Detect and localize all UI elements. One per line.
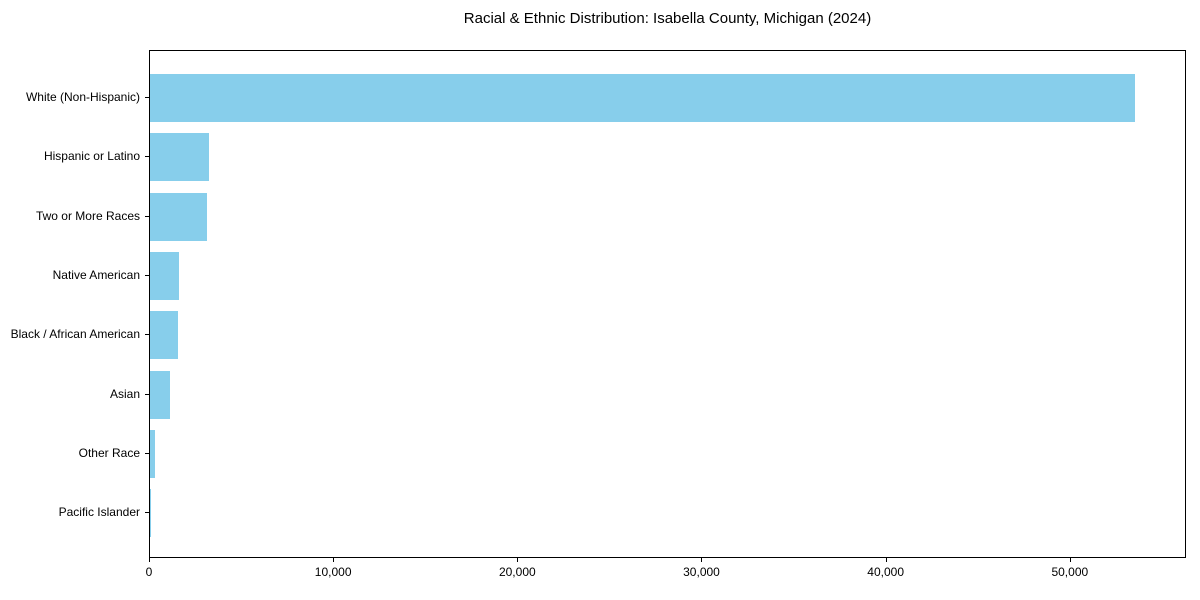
x-tick-mark	[1069, 558, 1071, 562]
x-tick-label: 30,000	[683, 565, 720, 579]
y-tick-label: Asian	[109, 386, 140, 401]
y-tick-label: Other Race	[78, 446, 140, 461]
x-tick-label: 20,000	[498, 565, 536, 579]
x-tick-mark	[333, 558, 335, 562]
y-tick-label: Hispanic or Latino	[43, 149, 140, 164]
x-tick-label: 0	[145, 565, 153, 579]
chart-title: Racial & Ethnic Distribution: Isabella C…	[463, 10, 872, 27]
y-tick-label: Two or More Races	[35, 208, 140, 223]
y-tick-mark	[145, 393, 149, 395]
y-tick-mark	[145, 156, 149, 158]
y-tick-mark	[145, 97, 149, 98]
bar	[150, 133, 209, 182]
x-tick-label: 40,000	[867, 565, 904, 579]
bar	[150, 430, 155, 479]
x-tick-label: 50,000	[1051, 565, 1089, 579]
y-tick-mark	[145, 275, 149, 277]
y-tick-label: Native American	[52, 268, 140, 283]
x-tick-mark	[701, 558, 703, 562]
y-tick-mark	[145, 215, 149, 217]
x-tick-mark	[885, 558, 887, 562]
bar	[150, 192, 208, 241]
bar	[150, 370, 171, 419]
x-tick-mark	[149, 558, 150, 562]
x-tick-label: 10,000	[314, 565, 352, 579]
y-tick-mark	[145, 334, 149, 336]
y-tick-mark	[145, 512, 149, 514]
bar	[150, 489, 151, 538]
y-tick-label: White (Non-Hispanic)	[25, 90, 140, 104]
y-tick-mark	[145, 453, 149, 455]
x-tick-mark	[517, 558, 519, 562]
y-tick-label: Black / African American	[10, 327, 140, 342]
plot-area	[149, 50, 1186, 558]
bar	[150, 252, 180, 301]
y-tick-label: Pacific Islander	[58, 505, 140, 520]
bar	[150, 311, 178, 360]
bar	[150, 74, 1136, 122]
